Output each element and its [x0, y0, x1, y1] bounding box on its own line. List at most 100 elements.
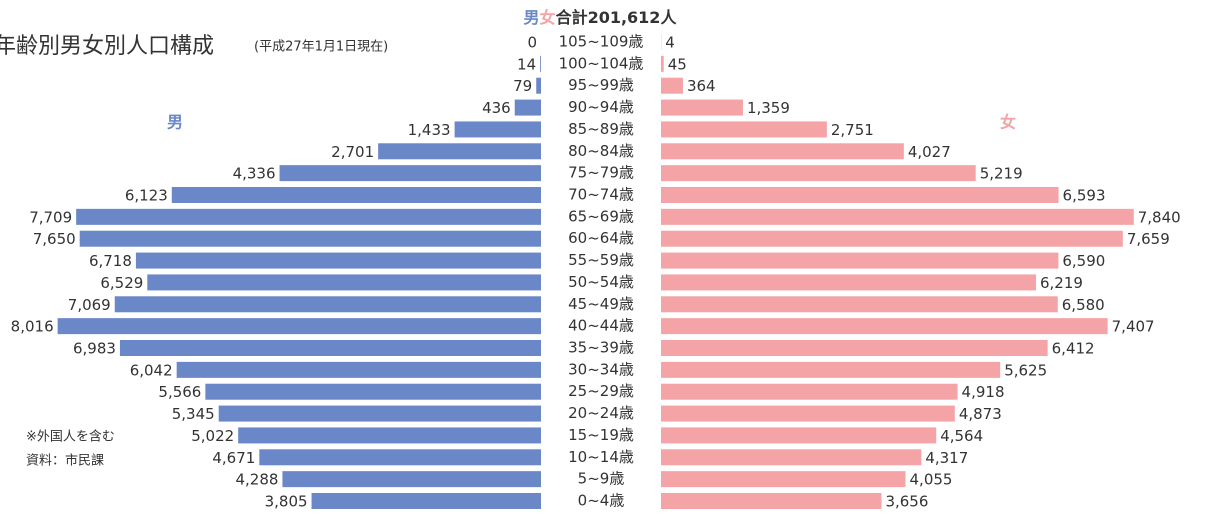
age-label: 105~109歳	[559, 33, 644, 51]
value-label: 7,069	[68, 296, 111, 314]
value-label: 6,219	[1040, 274, 1083, 292]
age-label: 90~94歳	[568, 98, 634, 116]
bar-female	[661, 318, 1108, 335]
value-label: 4,671	[212, 449, 255, 467]
value-label: 7,840	[1138, 208, 1181, 226]
bar-female	[661, 121, 827, 138]
age-label: 45~49歳	[568, 295, 634, 313]
value-label: 6,529	[100, 274, 143, 292]
bar-female	[661, 340, 1048, 356]
value-label: 0	[527, 34, 537, 52]
age-label: 5~9歳	[578, 470, 625, 488]
bar-male	[205, 383, 542, 400]
value-label: 4	[665, 34, 675, 52]
total-female: 女	[540, 8, 556, 27]
value-label: 3,805	[265, 493, 308, 511]
age-label: 55~59歳	[568, 251, 634, 269]
bar-female	[661, 55, 664, 72]
value-label: 6,718	[89, 252, 132, 270]
bar-female	[661, 230, 1123, 247]
bar-female	[661, 165, 976, 182]
value-label: 5,219	[980, 165, 1023, 183]
bar-male	[238, 427, 541, 444]
value-label: 5,022	[191, 427, 234, 445]
bar-female	[661, 471, 906, 488]
bar-male	[536, 77, 541, 94]
bar-male	[282, 471, 541, 488]
value-label: 6,123	[125, 187, 168, 205]
bar-male	[76, 208, 541, 225]
bar-male	[540, 55, 541, 72]
bar-female	[661, 208, 1134, 225]
bar-female	[661, 383, 958, 400]
age-label: 75~79歳	[568, 164, 634, 182]
age-label: 25~29歳	[568, 382, 634, 400]
age-label: 20~24歳	[568, 404, 634, 422]
value-label: 1,433	[408, 121, 451, 139]
value-label: 8,016	[11, 318, 54, 336]
note: 資料：市民課	[26, 453, 104, 469]
value-label: 6,412	[1052, 340, 1095, 358]
bar-female	[661, 405, 955, 422]
age-label: 60~64歳	[568, 229, 634, 247]
value-label: 6,590	[1062, 252, 1105, 270]
value-label: 4,873	[959, 405, 1002, 423]
value-label: 7,650	[33, 230, 76, 248]
bar-male	[218, 405, 541, 422]
bar-male	[259, 449, 541, 466]
value-label: 7,709	[29, 208, 72, 226]
age-label: 85~89歳	[568, 120, 634, 138]
bar-male	[378, 143, 541, 160]
value-label: 4,317	[925, 449, 968, 467]
bar-male	[147, 274, 541, 291]
note: ※外国人を含む	[26, 429, 115, 445]
bar-male	[57, 318, 542, 335]
value-label: 79	[513, 77, 532, 95]
value-label: 14	[517, 55, 536, 73]
value-label: 5,625	[1004, 361, 1047, 379]
age-label: 100~104歳	[559, 54, 644, 72]
male-label: 男	[167, 113, 183, 132]
value-label: 4,288	[235, 471, 278, 489]
bar-male	[79, 230, 541, 247]
age-label: 40~44歳	[568, 317, 634, 335]
value-label: 364	[687, 77, 716, 95]
value-label: 6,580	[1062, 296, 1105, 314]
bar-female	[661, 274, 1037, 291]
total: 男女合計201,612人	[524, 8, 678, 27]
age-label: 35~39歳	[568, 339, 634, 357]
value-label: 436	[482, 99, 511, 117]
bar-male	[514, 99, 541, 116]
bar-female	[661, 77, 683, 94]
bar-female	[661, 296, 1058, 313]
bar-male	[119, 340, 541, 356]
age-label: 0~4歳	[578, 492, 625, 510]
age-label: 15~19歳	[568, 426, 634, 444]
value-label: 1,359	[747, 99, 790, 117]
bar-male	[279, 165, 541, 182]
age-label: 50~54歳	[568, 273, 634, 291]
value-label: 6,593	[1063, 187, 1106, 205]
age-label: 95~99歳	[568, 76, 634, 94]
value-label: 45	[668, 55, 687, 73]
value-label: 4,055	[910, 471, 953, 489]
value-label: 4,027	[908, 143, 951, 161]
total-male: 男	[524, 8, 540, 27]
female-label: 女	[1000, 113, 1016, 132]
age-label: 30~34歳	[568, 360, 634, 378]
age-label: 80~84歳	[568, 142, 634, 160]
value-label: 7,659	[1127, 230, 1170, 248]
value-label: 3,656	[885, 493, 928, 511]
bar-female	[661, 427, 937, 444]
bar-male	[135, 252, 541, 269]
chart-subtitle: (平成27年1月1日現在)	[254, 40, 388, 55]
bar-female	[661, 493, 882, 509]
bar-female	[661, 99, 743, 116]
bar-female	[661, 252, 1059, 269]
value-label: 2,751	[831, 121, 874, 139]
bar-male	[176, 361, 541, 378]
value-label: 5,566	[158, 383, 201, 401]
bar-male	[171, 187, 542, 203]
